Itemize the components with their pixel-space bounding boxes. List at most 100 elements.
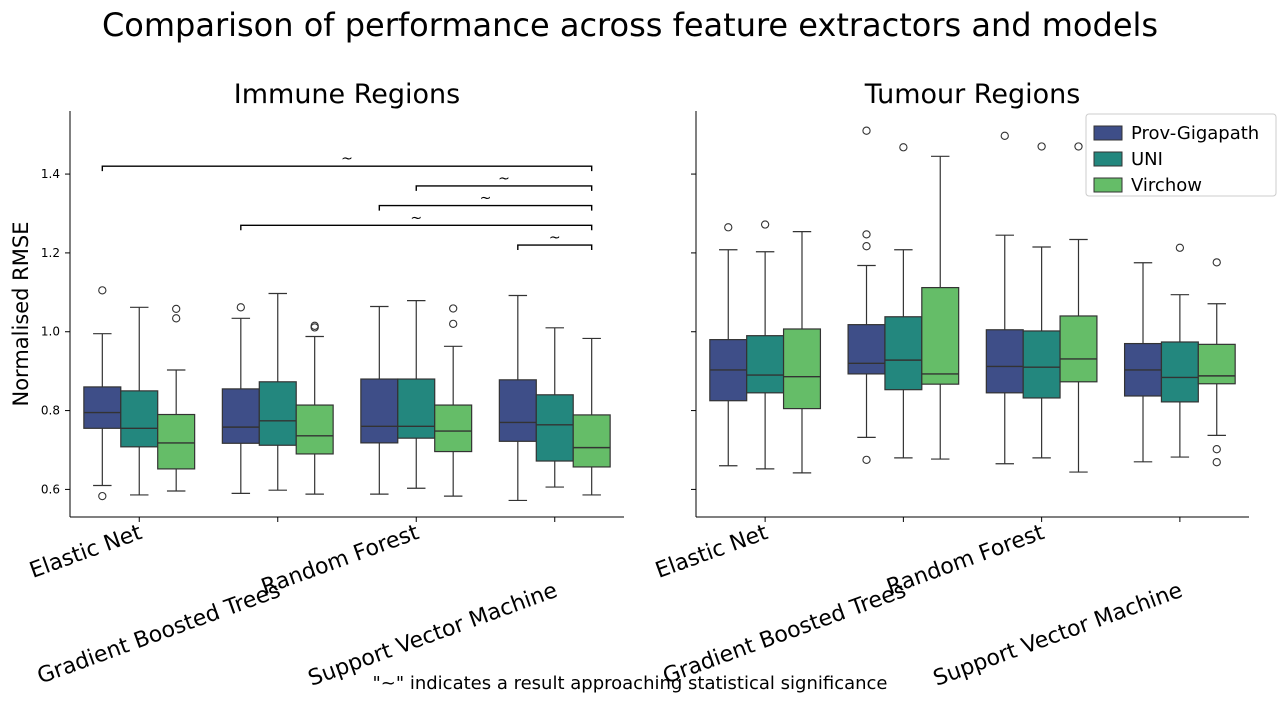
box-iqr xyxy=(295,404,334,455)
significance-label: ~ xyxy=(498,171,510,187)
outlier-point xyxy=(1212,258,1221,267)
legend: Prov-Gigapath UNI Virchow xyxy=(1085,113,1277,197)
outlier-point xyxy=(862,242,871,251)
box-virchow-2 xyxy=(434,304,473,497)
outlier-point xyxy=(98,491,107,501)
box-virchow-3 xyxy=(572,337,611,496)
significance-bracket: ~ xyxy=(517,230,593,251)
outlier-point xyxy=(172,304,181,314)
panel-title: Tumour Regions xyxy=(864,79,1081,110)
outlier-point xyxy=(236,303,245,312)
outlier-point xyxy=(172,314,181,323)
x-tick-label: Elastic Net xyxy=(26,520,145,584)
outlier-point xyxy=(98,286,107,295)
box-prov-gigapath-2 xyxy=(985,131,1024,465)
legend-label: UNI xyxy=(1131,149,1163,170)
figure-title: Comparison of performance across feature… xyxy=(102,6,1158,44)
x-tick-label: Random Forest xyxy=(258,520,423,600)
box-iqr xyxy=(985,329,1024,394)
box-iqr xyxy=(746,335,785,394)
footnote: "~" indicates a result approaching stati… xyxy=(372,673,887,694)
box-virchow-1 xyxy=(295,321,334,495)
legend-swatch xyxy=(1093,177,1123,193)
box-iqr xyxy=(782,328,822,410)
box-uni-3 xyxy=(1160,243,1199,458)
box-prov-gigapath-0 xyxy=(709,223,748,467)
outlier-point xyxy=(760,220,770,229)
box-virchow-0 xyxy=(157,304,196,492)
x-tick-label: Support Vector Machine xyxy=(930,578,1186,691)
significance-label: ~ xyxy=(480,191,492,207)
box-uni-1 xyxy=(258,292,297,491)
box-iqr xyxy=(120,390,159,448)
significance-label: ~ xyxy=(549,230,561,246)
outlier-point xyxy=(310,321,319,330)
box-iqr xyxy=(1160,341,1199,403)
significance-label: ~ xyxy=(410,210,422,226)
box-uni-0 xyxy=(120,306,159,496)
panel-title: Immune Regions xyxy=(234,79,460,110)
legend-swatch xyxy=(1093,125,1123,141)
box-iqr xyxy=(498,379,537,442)
box-iqr xyxy=(884,316,923,391)
outlier-point xyxy=(449,304,458,313)
box-uni-3 xyxy=(535,327,574,488)
outlier-point xyxy=(724,223,733,232)
box-iqr xyxy=(258,381,297,446)
box-uni-2 xyxy=(397,299,436,489)
box-iqr xyxy=(221,388,260,444)
box-iqr xyxy=(157,413,196,470)
legend-label: Prov-Gigapath xyxy=(1131,123,1259,144)
x-tick-label: Random Forest xyxy=(884,520,1049,600)
box-uni-1 xyxy=(884,143,923,459)
outlier-point xyxy=(1037,142,1046,151)
box-prov-gigapath-0 xyxy=(83,286,122,501)
box-virchow-1 xyxy=(921,155,960,460)
box-virchow-0 xyxy=(782,231,822,474)
outlier-point xyxy=(1000,131,1009,140)
outlier-point xyxy=(1212,445,1221,454)
x-tick-label: Elastic Net xyxy=(652,520,771,584)
box-iqr xyxy=(434,404,473,453)
outlier-point xyxy=(1175,243,1185,252)
outlier-point xyxy=(1212,458,1221,467)
bracket-line xyxy=(517,244,593,251)
box-uni-0 xyxy=(746,220,785,470)
outlier-point xyxy=(449,319,458,329)
box-iqr xyxy=(572,414,611,468)
outlier-point xyxy=(862,455,871,464)
bracket-line xyxy=(378,204,593,211)
significance-label: ~ xyxy=(341,151,353,167)
significance-bracket: ~ xyxy=(101,151,593,172)
box-prov-gigapath-1 xyxy=(847,126,886,464)
box-iqr xyxy=(1059,315,1098,383)
outlier-point xyxy=(862,126,871,135)
box-prov-gigapath-1 xyxy=(221,303,260,494)
box-iqr xyxy=(921,286,960,385)
legend-frame xyxy=(1085,113,1277,197)
box-iqr xyxy=(397,378,436,439)
y-tick-label: 1.4 xyxy=(41,167,60,181)
box-uni-2 xyxy=(1022,142,1061,459)
legend-swatch xyxy=(1093,151,1123,167)
box-prov-gigapath-3 xyxy=(1123,262,1163,463)
legend-label: Virchow xyxy=(1131,175,1202,196)
significance-bracket: ~ xyxy=(415,171,593,191)
box-iqr xyxy=(535,394,574,462)
box-virchow-3 xyxy=(1197,258,1236,467)
box-iqr xyxy=(360,378,399,444)
box-iqr xyxy=(847,324,886,375)
y-tick-label: 1.0 xyxy=(41,325,60,339)
box-iqr xyxy=(1197,343,1236,385)
box-iqr xyxy=(83,386,122,429)
box-prov-gigapath-2 xyxy=(360,305,399,495)
y-tick-label: 0.8 xyxy=(41,404,60,418)
outlier-point xyxy=(1074,142,1083,151)
y-axis-label: Normalised RMSE xyxy=(9,222,33,407)
box-virchow-2 xyxy=(1059,142,1098,473)
box-iqr xyxy=(1022,330,1061,399)
bracket-line xyxy=(101,165,593,172)
outlier-point xyxy=(862,230,871,239)
bracket-line xyxy=(415,185,593,191)
